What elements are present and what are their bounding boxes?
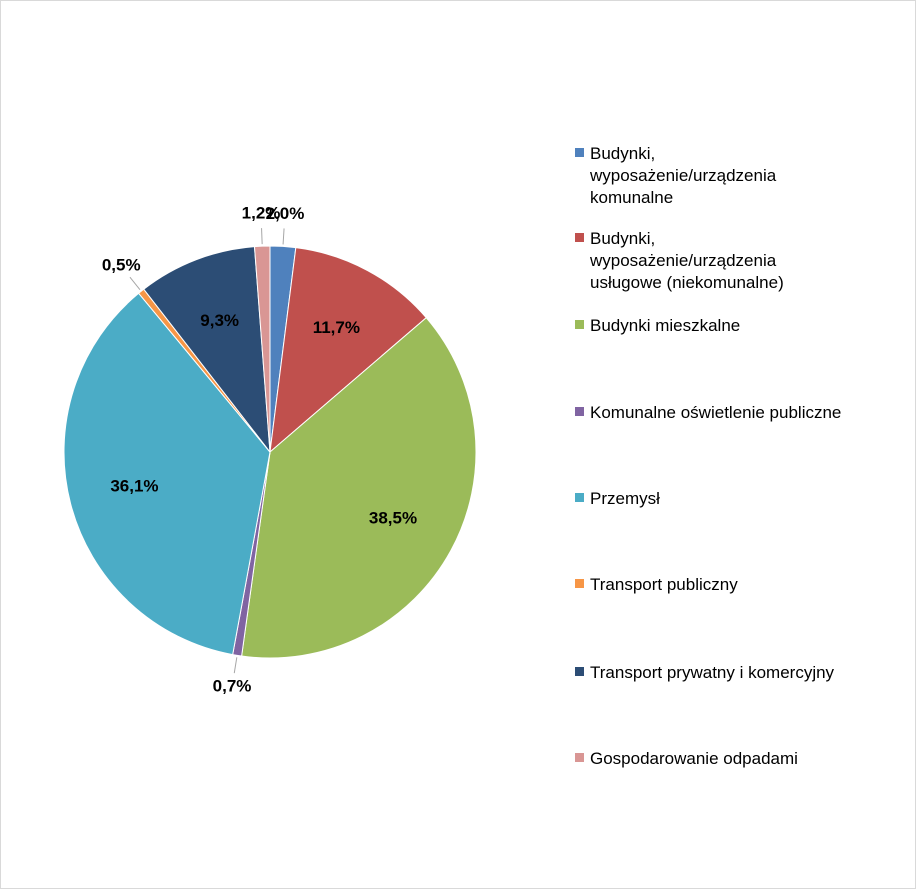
legend-label: Budynki, wyposażenie/urządzenia komunaln… <box>590 144 777 207</box>
data-label: 9,3% <box>200 311 239 330</box>
leader-line <box>129 276 141 290</box>
legend-swatch <box>575 753 584 762</box>
legend-swatch <box>575 320 584 329</box>
legend-swatch <box>575 667 584 676</box>
data-label: 2,0% <box>266 204 305 223</box>
legend-item: Komunalne oświetlenie publiczne <box>575 402 841 424</box>
legend-label: Transport publiczny <box>590 575 738 594</box>
legend-label: Przemysł <box>590 489 660 508</box>
legend-label: Gospodarowanie odpadami <box>590 749 798 768</box>
legend-swatch <box>575 407 584 416</box>
leader-line <box>261 228 263 245</box>
legend-item: Przemysł <box>575 488 660 510</box>
legend-item: Transport publiczny <box>575 574 738 596</box>
pie-slice <box>241 317 477 659</box>
legend-item: Budynki mieszkalne <box>575 315 740 337</box>
legend-label: Budynki mieszkalne <box>590 316 741 335</box>
data-label: 0,5% <box>102 256 141 275</box>
legend-label: Komunalne oświetlenie publiczne <box>590 403 842 422</box>
pie-slice <box>143 246 271 454</box>
data-label: 36,1% <box>110 477 158 496</box>
legend-swatch <box>575 493 584 502</box>
legend-item: Budynki, wyposażenie/urządzenia usługowe… <box>575 228 845 294</box>
data-label: 0,7% <box>213 676 252 695</box>
pie-slice <box>269 247 427 454</box>
pie-slice <box>253 245 271 453</box>
legend-swatch <box>575 148 584 157</box>
legend-swatch <box>575 579 584 588</box>
data-label: 11,7% <box>313 318 360 337</box>
legend-item: Transport prywatny i komercyjny <box>575 662 834 684</box>
data-label: 38,5% <box>369 509 417 528</box>
leader-line <box>233 657 238 674</box>
legend-swatch <box>575 233 584 242</box>
legend-item: Budynki, wyposażenie/urządzenia komunaln… <box>575 143 845 209</box>
legend-label: Budynki, wyposażenie/urządzenia usługowe… <box>590 229 784 292</box>
data-label: 1,2% <box>242 204 281 223</box>
legend-label: Transport prywatny i komercyjny <box>590 663 835 682</box>
legend-item: Gospodarowanie odpadami <box>575 748 798 770</box>
leader-line <box>282 228 285 245</box>
pie-slice <box>63 292 271 656</box>
